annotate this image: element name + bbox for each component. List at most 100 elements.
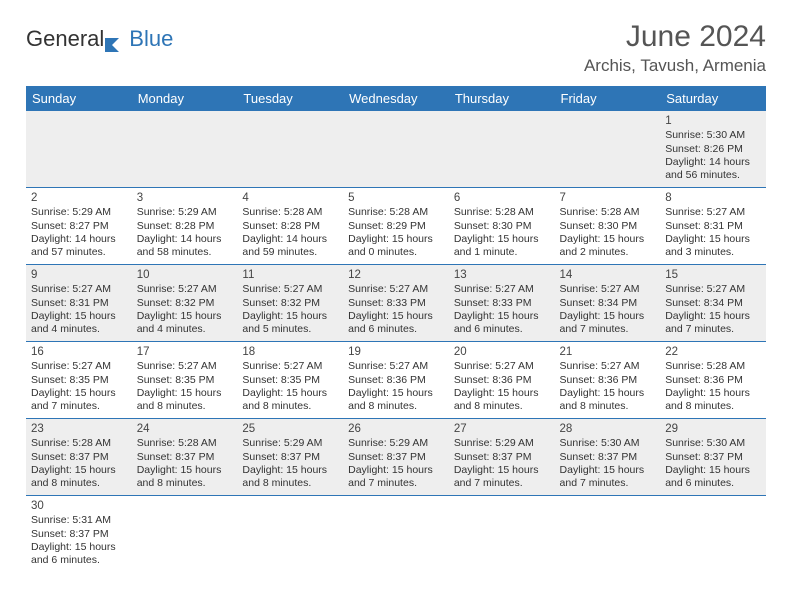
calendar-cell: 12Sunrise: 5:27 AMSunset: 8:33 PMDayligh…	[343, 265, 449, 342]
sunset-line: Sunset: 8:37 PM	[665, 451, 761, 464]
sunrise-line: Sunrise: 5:28 AM	[31, 437, 127, 450]
day-number: 29	[665, 422, 761, 436]
daylight-line: Daylight: 15 hours and 7 minutes.	[560, 310, 656, 336]
calendar-cell	[26, 111, 132, 188]
day-number: 6	[454, 191, 550, 205]
calendar-cell	[132, 111, 238, 188]
calendar-cell: 2Sunrise: 5:29 AMSunset: 8:27 PMDaylight…	[26, 188, 132, 265]
calendar-cell: 30Sunrise: 5:31 AMSunset: 8:37 PMDayligh…	[26, 496, 132, 573]
sunrise-line: Sunrise: 5:27 AM	[665, 206, 761, 219]
daylight-line: Daylight: 14 hours and 58 minutes.	[137, 233, 233, 259]
brand-blue: Blue	[129, 26, 173, 52]
calendar-cell: 17Sunrise: 5:27 AMSunset: 8:35 PMDayligh…	[132, 342, 238, 419]
sunrise-line: Sunrise: 5:27 AM	[137, 283, 233, 296]
day-number: 8	[665, 191, 761, 205]
calendar-cell	[449, 111, 555, 188]
sunrise-line: Sunrise: 5:29 AM	[454, 437, 550, 450]
sunset-line: Sunset: 8:36 PM	[560, 374, 656, 387]
daylight-line: Daylight: 15 hours and 8 minutes.	[31, 464, 127, 490]
title-block: June 2024 Archis, Tavush, Armenia	[584, 20, 766, 76]
sunrise-line: Sunrise: 5:27 AM	[137, 360, 233, 373]
sunrise-line: Sunrise: 5:30 AM	[665, 129, 761, 142]
daylight-line: Daylight: 15 hours and 8 minutes.	[665, 387, 761, 413]
sunrise-line: Sunrise: 5:28 AM	[242, 206, 338, 219]
sunrise-line: Sunrise: 5:29 AM	[31, 206, 127, 219]
weekday-header: Tuesday	[237, 86, 343, 111]
sunset-line: Sunset: 8:32 PM	[242, 297, 338, 310]
daylight-line: Daylight: 15 hours and 7 minutes.	[665, 310, 761, 336]
calendar-cell: 29Sunrise: 5:30 AMSunset: 8:37 PMDayligh…	[660, 419, 766, 496]
sunset-line: Sunset: 8:36 PM	[665, 374, 761, 387]
calendar-cell: 25Sunrise: 5:29 AMSunset: 8:37 PMDayligh…	[237, 419, 343, 496]
sunrise-line: Sunrise: 5:27 AM	[242, 360, 338, 373]
day-number: 11	[242, 268, 338, 282]
daylight-line: Daylight: 15 hours and 5 minutes.	[242, 310, 338, 336]
calendar-cell	[449, 496, 555, 573]
sunset-line: Sunset: 8:35 PM	[137, 374, 233, 387]
calendar-cell	[237, 111, 343, 188]
sunrise-line: Sunrise: 5:27 AM	[31, 283, 127, 296]
calendar-cell: 11Sunrise: 5:27 AMSunset: 8:32 PMDayligh…	[237, 265, 343, 342]
daylight-line: Daylight: 15 hours and 8 minutes.	[137, 464, 233, 490]
day-number: 15	[665, 268, 761, 282]
daylight-line: Daylight: 15 hours and 8 minutes.	[137, 387, 233, 413]
calendar-cell: 13Sunrise: 5:27 AMSunset: 8:33 PMDayligh…	[449, 265, 555, 342]
sunrise-line: Sunrise: 5:27 AM	[665, 283, 761, 296]
sunrise-line: Sunrise: 5:27 AM	[560, 360, 656, 373]
calendar-cell: 23Sunrise: 5:28 AMSunset: 8:37 PMDayligh…	[26, 419, 132, 496]
day-number: 16	[31, 345, 127, 359]
daylight-line: Daylight: 15 hours and 7 minutes.	[348, 464, 444, 490]
day-number: 27	[454, 422, 550, 436]
sunrise-line: Sunrise: 5:29 AM	[348, 437, 444, 450]
sunset-line: Sunset: 8:35 PM	[31, 374, 127, 387]
calendar-cell: 6Sunrise: 5:28 AMSunset: 8:30 PMDaylight…	[449, 188, 555, 265]
calendar-header-row: SundayMondayTuesdayWednesdayThursdayFrid…	[26, 86, 766, 111]
calendar-body: 1Sunrise: 5:30 AMSunset: 8:26 PMDaylight…	[26, 111, 766, 572]
daylight-line: Daylight: 15 hours and 6 minutes.	[31, 541, 127, 567]
daylight-line: Daylight: 15 hours and 8 minutes.	[242, 464, 338, 490]
sunrise-line: Sunrise: 5:27 AM	[348, 283, 444, 296]
sunset-line: Sunset: 8:31 PM	[665, 220, 761, 233]
day-number: 2	[31, 191, 127, 205]
month-title: June 2024	[584, 20, 766, 54]
calendar-cell: 26Sunrise: 5:29 AMSunset: 8:37 PMDayligh…	[343, 419, 449, 496]
calendar-row: 1Sunrise: 5:30 AMSunset: 8:26 PMDaylight…	[26, 111, 766, 188]
sunset-line: Sunset: 8:31 PM	[31, 297, 127, 310]
calendar-cell: 16Sunrise: 5:27 AMSunset: 8:35 PMDayligh…	[26, 342, 132, 419]
daylight-line: Daylight: 15 hours and 4 minutes.	[137, 310, 233, 336]
day-number: 12	[348, 268, 444, 282]
calendar-cell: 21Sunrise: 5:27 AMSunset: 8:36 PMDayligh…	[555, 342, 661, 419]
calendar-row: 23Sunrise: 5:28 AMSunset: 8:37 PMDayligh…	[26, 419, 766, 496]
calendar-cell: 24Sunrise: 5:28 AMSunset: 8:37 PMDayligh…	[132, 419, 238, 496]
sunset-line: Sunset: 8:34 PM	[665, 297, 761, 310]
sunrise-line: Sunrise: 5:27 AM	[242, 283, 338, 296]
calendar-cell: 20Sunrise: 5:27 AMSunset: 8:36 PMDayligh…	[449, 342, 555, 419]
daylight-line: Daylight: 14 hours and 57 minutes.	[31, 233, 127, 259]
daylight-line: Daylight: 15 hours and 8 minutes.	[560, 387, 656, 413]
sunset-line: Sunset: 8:37 PM	[454, 451, 550, 464]
calendar-cell	[132, 496, 238, 573]
day-number: 1	[665, 114, 761, 128]
sunset-line: Sunset: 8:33 PM	[454, 297, 550, 310]
sunset-line: Sunset: 8:37 PM	[560, 451, 656, 464]
day-number: 25	[242, 422, 338, 436]
calendar-cell	[343, 111, 449, 188]
calendar-cell: 1Sunrise: 5:30 AMSunset: 8:26 PMDaylight…	[660, 111, 766, 188]
sunrise-line: Sunrise: 5:28 AM	[137, 437, 233, 450]
calendar-cell: 18Sunrise: 5:27 AMSunset: 8:35 PMDayligh…	[237, 342, 343, 419]
weekday-header: Saturday	[660, 86, 766, 111]
daylight-line: Daylight: 15 hours and 8 minutes.	[242, 387, 338, 413]
sunrise-line: Sunrise: 5:28 AM	[454, 206, 550, 219]
sunset-line: Sunset: 8:35 PM	[242, 374, 338, 387]
weekday-header: Monday	[132, 86, 238, 111]
day-number: 9	[31, 268, 127, 282]
brand-general: General	[26, 26, 104, 52]
calendar-cell: 15Sunrise: 5:27 AMSunset: 8:34 PMDayligh…	[660, 265, 766, 342]
sunset-line: Sunset: 8:36 PM	[348, 374, 444, 387]
weekday-header: Sunday	[26, 86, 132, 111]
daylight-line: Daylight: 15 hours and 2 minutes.	[560, 233, 656, 259]
day-number: 10	[137, 268, 233, 282]
day-number: 4	[242, 191, 338, 205]
sunset-line: Sunset: 8:36 PM	[454, 374, 550, 387]
calendar-cell: 22Sunrise: 5:28 AMSunset: 8:36 PMDayligh…	[660, 342, 766, 419]
